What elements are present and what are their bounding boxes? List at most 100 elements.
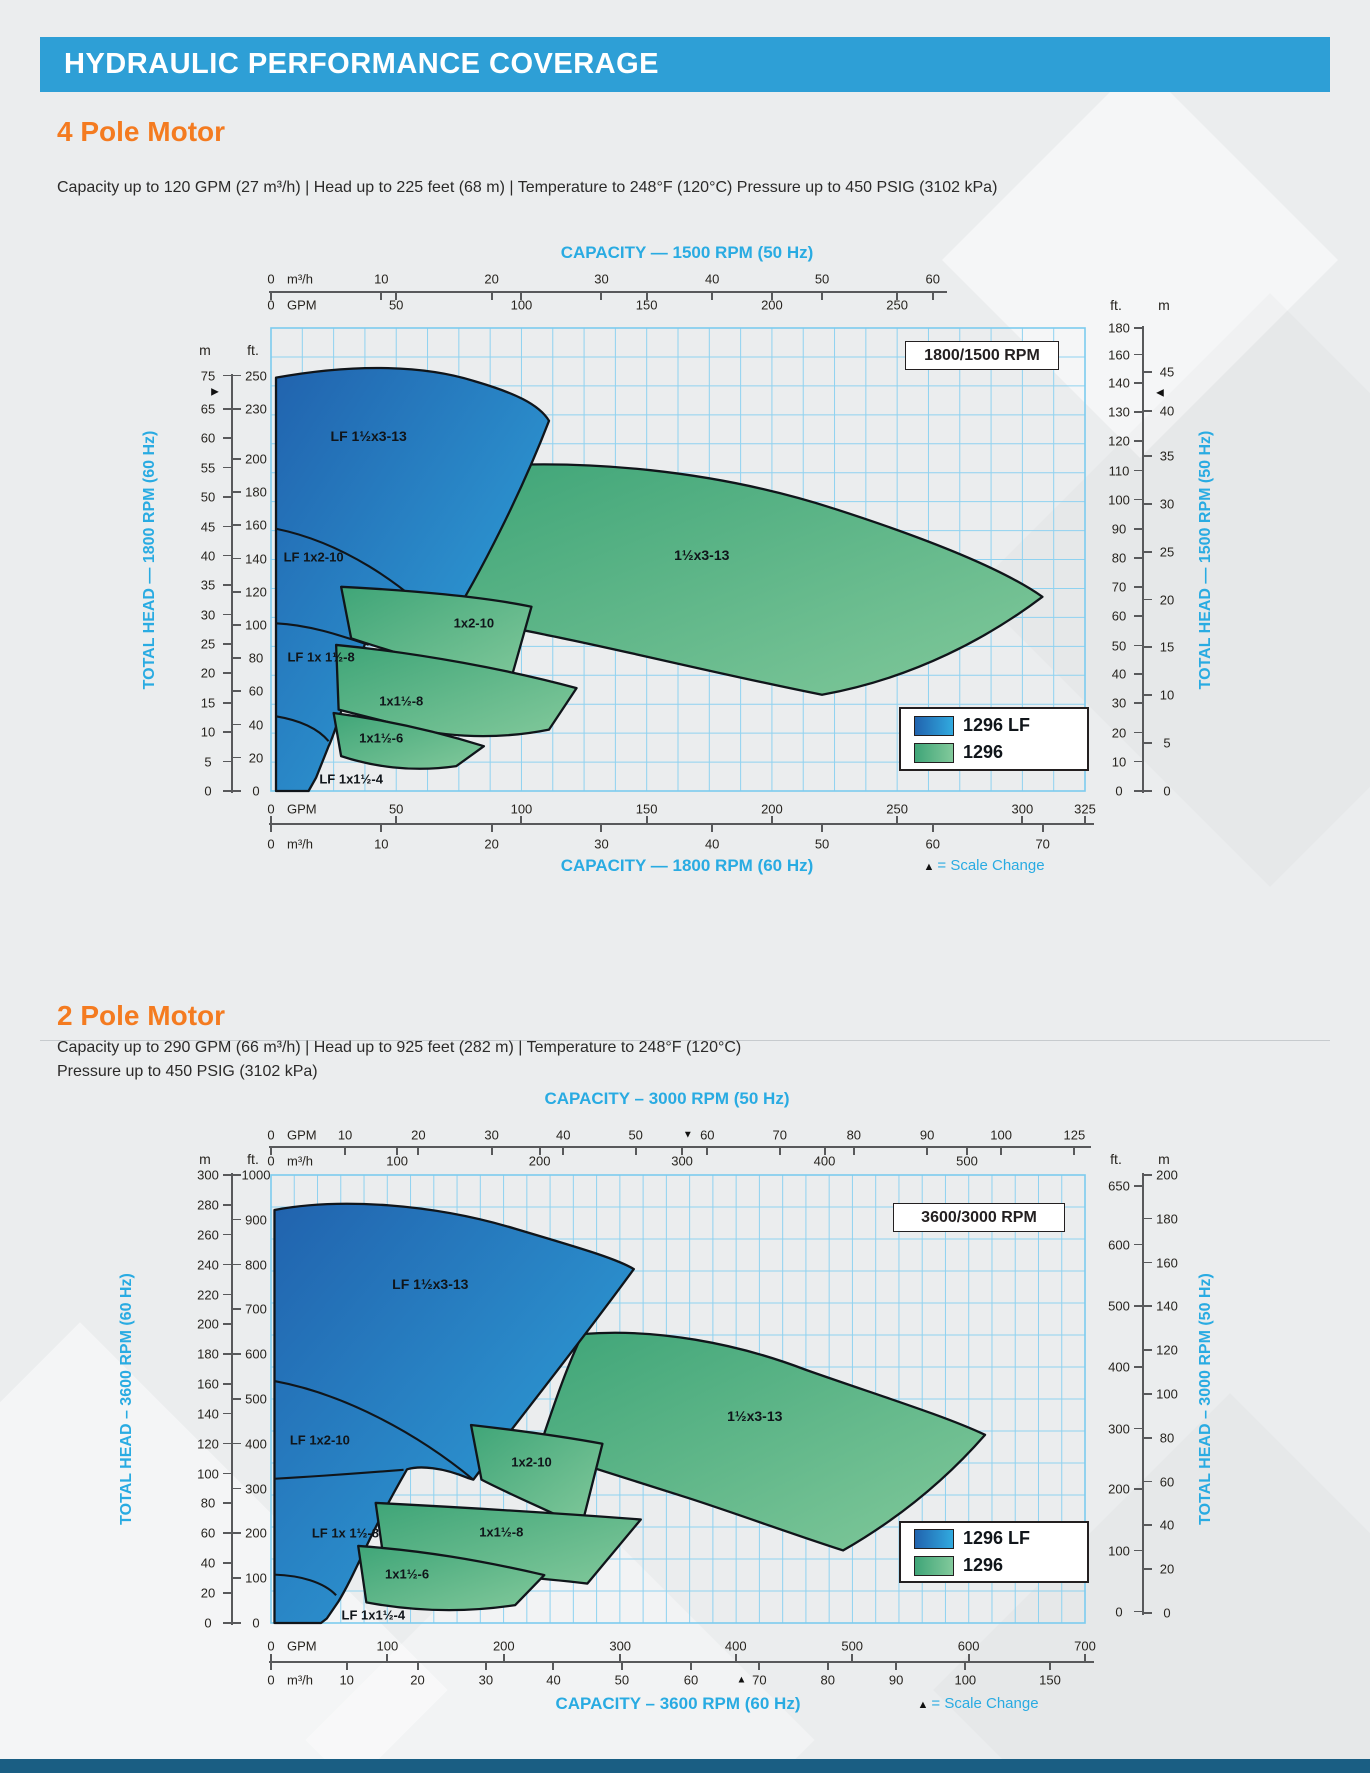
axis-tick <box>223 760 231 763</box>
axis-tick-label: 650 <box>1108 1178 1130 1194</box>
axis-tick-label: 70 <box>1035 836 1050 852</box>
axis-tick <box>223 495 231 498</box>
axis-tick <box>634 1148 637 1155</box>
axis-tick <box>926 1148 929 1155</box>
axis-tick-label: 140 <box>245 551 267 567</box>
axis-tick <box>223 437 231 439</box>
axis-tick <box>395 293 398 300</box>
legend-item: 1296 LF <box>914 1528 1087 1549</box>
axis-tick-label: 15 <box>200 695 216 711</box>
axis-tick-label: 100 <box>386 1153 409 1169</box>
axis-tick <box>233 624 241 626</box>
envelope-divider <box>276 716 329 741</box>
axis-tick <box>223 374 231 377</box>
axis-tick <box>223 643 231 645</box>
axis-tick <box>233 590 241 593</box>
axis-tick <box>223 1204 231 1206</box>
axis-tick-label: 50 <box>200 489 216 505</box>
axis-unit-label: GPM <box>287 801 317 817</box>
axis-tick <box>538 1148 541 1155</box>
axis-tick <box>223 1383 231 1385</box>
axis-tick <box>223 466 231 469</box>
axis-tick-label: 75 <box>200 368 216 384</box>
axis-tick-label: 280 <box>197 1197 219 1213</box>
axis-tick-label: 250 <box>245 368 267 384</box>
axis-tick-label: 180 <box>245 484 267 500</box>
axis-tick-label: 400 <box>724 1638 747 1654</box>
axis-tick-label: 120 <box>1156 1342 1178 1358</box>
axis-tick <box>233 458 241 460</box>
axis-tick-label: 125 <box>1063 1127 1086 1143</box>
axis-tick-label: 10 <box>337 1127 353 1143</box>
axis-tick-label: 90 <box>919 1127 935 1143</box>
axis-tick <box>270 825 272 832</box>
axis-tick <box>223 1233 231 1236</box>
axis-tick <box>223 1412 231 1415</box>
axis-tick <box>223 613 231 616</box>
x-axis-title-top: CAPACITY — 1500 RPM (50 Hz) <box>560 243 814 262</box>
axis-tick <box>233 1398 241 1400</box>
plot-area <box>270 327 1086 791</box>
axis-tick <box>270 293 272 300</box>
axis-tick-label: 0 <box>267 297 275 313</box>
subtitle-line: Capacity up to 290 GPM (66 m³/h) | Head … <box>57 1039 742 1056</box>
axis-tick-label: 50 <box>628 1127 643 1143</box>
axis-tick <box>520 293 523 300</box>
axis-tick <box>1134 1305 1142 1307</box>
axis-tick <box>896 293 899 300</box>
axis-tick-label: 30 <box>484 1127 499 1143</box>
page-title-bar: HYDRAULIC PERFORMANCE COVERAGE <box>40 37 1330 92</box>
envelope-label: 1x1½-6 <box>385 1566 430 1582</box>
axis-tick <box>852 1148 855 1155</box>
axis-tick <box>233 1308 241 1310</box>
axis-tick-label: 20 <box>411 1127 426 1143</box>
axis-tick <box>1021 816 1024 823</box>
axis-tick-label: 800 <box>245 1257 267 1273</box>
axis-tick <box>1134 760 1142 763</box>
axis-tick <box>417 1148 420 1155</box>
axis-tick <box>758 1663 761 1670</box>
axis-tick <box>223 731 231 733</box>
axis-tick <box>770 293 773 300</box>
legend-item: 1296 LF <box>914 715 1087 736</box>
legend: 1296 LF 1296 <box>899 707 1089 771</box>
axis-tick-label: 5 <box>204 754 212 770</box>
axis-tick-label: 150 <box>635 297 658 313</box>
axis-tick-label: 200 <box>1156 1167 1178 1183</box>
scale-change-marker-icon: ▲ <box>923 861 938 873</box>
legend-swatch <box>914 1528 954 1549</box>
background-chevron <box>933 1393 1370 1773</box>
envelope-label: 1x1½-8 <box>379 693 424 709</box>
envelope-label: LF 1x 1½-8 <box>311 1525 380 1540</box>
scale-change-note: ▲ = Scale Change <box>923 857 1044 875</box>
axis-tick-label: 35 <box>200 577 216 593</box>
axis-tick-label: 500 <box>841 1638 864 1654</box>
axis-tick-label: 80 <box>1159 1430 1175 1446</box>
legend-swatch <box>914 1555 954 1576</box>
axis-unit-header: m <box>199 342 211 358</box>
axis-tick <box>233 491 241 493</box>
axis-tick <box>233 1218 241 1221</box>
axis-tick <box>821 293 824 300</box>
axis-tick-label: 100 <box>990 1127 1013 1143</box>
axis-tick-label: 600 <box>245 1346 267 1362</box>
axis-tick-label: 200 <box>245 451 267 467</box>
axis-tick-label: 45 <box>200 519 216 535</box>
axis-tick-label: 0 <box>267 271 275 287</box>
axis-tick-label: 900 <box>245 1212 267 1228</box>
y-axis-title-left: TOTAL HEAD — 1800 RPM (60 Hz) <box>141 430 158 690</box>
plot-border <box>270 1174 1086 1624</box>
scale-change-marker-icon: ▼ <box>682 1129 693 1141</box>
axis-tick <box>1084 816 1086 823</box>
legend-label: 1296 LF <box>963 1528 1031 1548</box>
axis-tick <box>223 790 231 792</box>
axis-tick <box>233 557 241 560</box>
axis-tick-label: 40 <box>704 271 720 287</box>
axis-tick-label: 40 <box>200 548 216 564</box>
axis-tick <box>562 1148 565 1155</box>
axis-tick <box>233 756 241 759</box>
envelope-label: LF 1x2-10 <box>289 1432 350 1448</box>
axis-tick-label: 100 <box>510 297 533 313</box>
axis-tick-label: 40 <box>704 836 720 852</box>
